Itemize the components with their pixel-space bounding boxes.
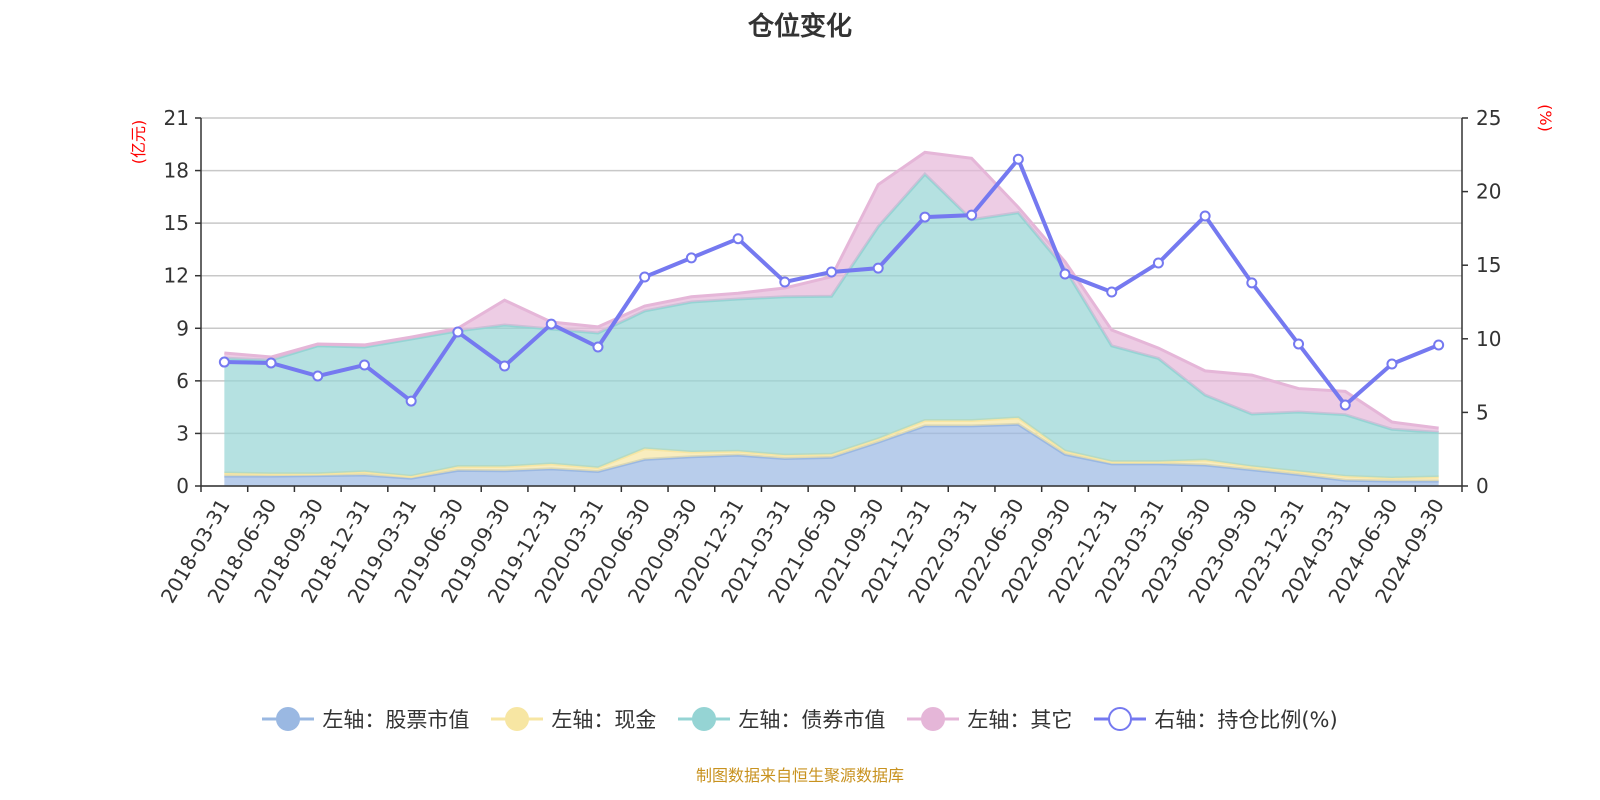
legend-label: 左轴：债券市值 [738,708,886,732]
ratio-point [452,326,464,338]
legend-label: 左轴：现金 [551,708,657,732]
ratio-point [1339,399,1351,411]
ratio-point [218,356,230,368]
ratio-point [685,252,697,264]
legend: 左轴：股票市值 左轴：现金 左轴：债券市值 左轴：其它 右轴：持仓比例(%) [0,704,1600,734]
ratio-point [779,276,791,288]
left-axis-tick-label: 6 [176,369,189,393]
right-axis-tick-label: 10 [1476,327,1501,351]
source-footer: 制图数据来自恒生聚源数据库 [695,766,904,785]
right-axis-tick-label: 25 [1476,106,1501,130]
ratio-point [358,359,370,371]
ratio-point [312,370,324,382]
left-axis-tick-label: 3 [176,421,189,445]
ratio-point [265,357,277,369]
right-axis-tick-label: 15 [1476,253,1501,277]
ratio-point [405,395,417,407]
filled-circle-icon [907,707,960,731]
ratio-point [966,209,978,221]
area-series-3 [224,152,1439,433]
left-axis-tick-label: 0 [176,474,189,498]
ratio-point [1246,277,1258,289]
ratio-point [1293,338,1305,350]
filled-circle-icon [678,707,731,731]
ratio-point [1012,153,1024,165]
right-axis-tick-label: 0 [1476,474,1489,498]
right-axis-tick-label: 5 [1476,400,1489,424]
legend-item[interactable]: 左轴：债券市值 [678,704,885,734]
filled-circle-icon [262,707,315,731]
ratio-point [1433,339,1445,351]
legend-label: 左轴：其它 [967,708,1073,732]
ratio-point [1199,210,1211,222]
left-axis-tick-label: 12 [164,264,189,288]
area-series-line-1 [224,416,1439,480]
legend-item[interactable]: 左轴：现金 [491,704,656,734]
right-axis-tick-label: 20 [1476,180,1501,204]
left-axis-tick-label: 15 [164,211,189,235]
ratio-point [639,271,651,283]
filled-circle-icon [491,707,544,731]
ratio-point [1386,358,1398,370]
ratio-point [592,341,604,353]
left-axis-unit-label: (亿元) [129,120,148,165]
chart-title: 仓位变化 [747,12,852,42]
legend-item[interactable]: 右轴：持仓比例(%) [1094,704,1338,734]
left-axis-tick-label: 18 [164,159,189,183]
ratio-point [732,233,744,245]
area-series-2 [224,174,1439,478]
legend-item[interactable]: 左轴：其它 [907,704,1072,734]
ratio-point [1152,257,1164,269]
legend-item[interactable]: 左轴：股票市值 [262,704,469,734]
ratio-point [499,360,511,372]
legend-label: 右轴：持仓比例(%) [1154,708,1338,732]
ratio-point [826,266,837,278]
legend-label: 左轴：股票市值 [322,708,470,732]
ratio-point [919,211,931,223]
hollow-circle-icon [1094,707,1147,731]
ratio-point [1106,286,1118,298]
right-axis-unit-label: (%) [1536,104,1555,132]
left-axis-tick-label: 21 [164,106,189,130]
left-axis-tick-label: 9 [176,316,189,340]
ratio-point [545,318,557,330]
ratio-point [1059,268,1071,280]
ratio-point [872,262,884,274]
